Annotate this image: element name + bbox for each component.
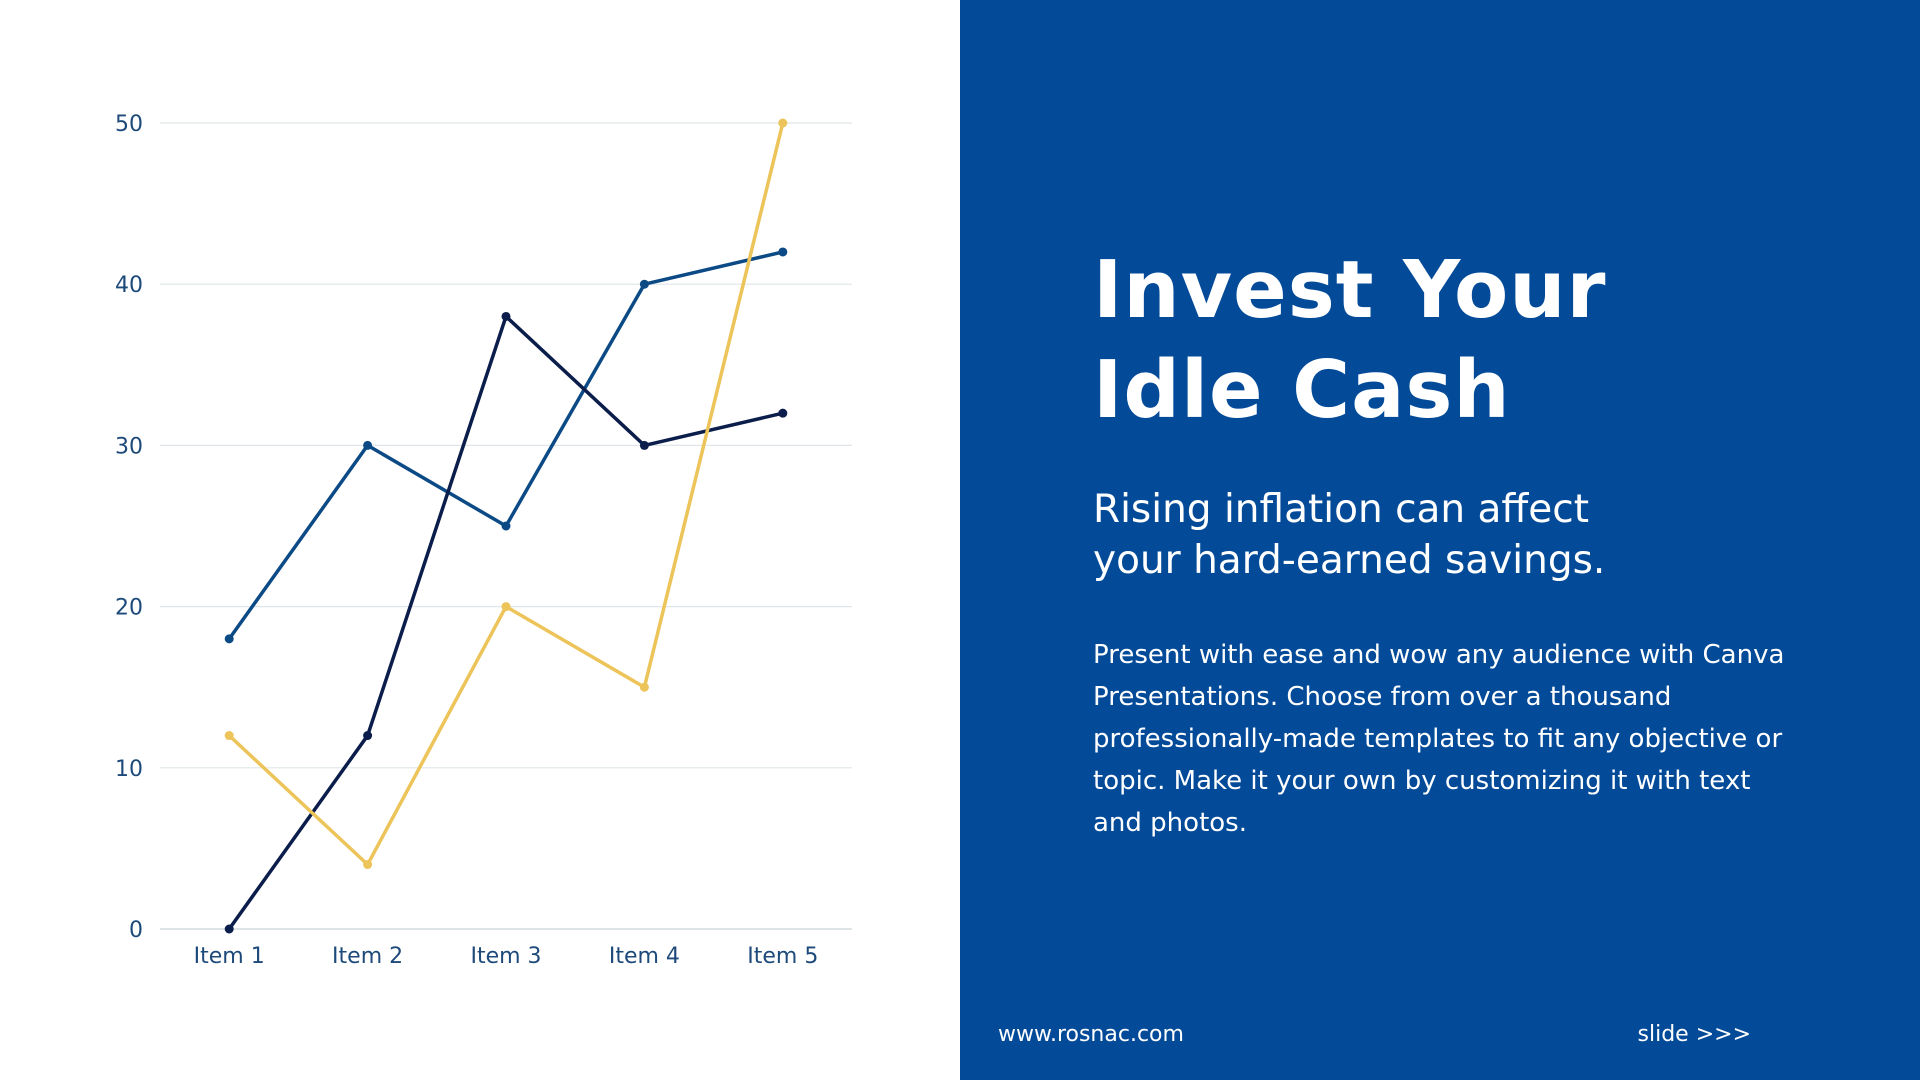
- series-1-point: [224, 634, 234, 644]
- line-chart: 0 10 20 30 40 50 Item 1 Item 2 Item 3 Item 4 Item…: [115, 112, 852, 969]
- series-points: [224, 118, 788, 934]
- series-1-point: [778, 247, 788, 257]
- subtitle-line-2: your hard-earned savings.: [1093, 538, 1606, 583]
- y-tick-label: 20: [115, 596, 143, 621]
- title-line-2: Idle Cash: [1093, 344, 1511, 436]
- x-tick-label: Item 2: [332, 944, 403, 969]
- series-2-point: [224, 924, 234, 934]
- series-3-point: [501, 602, 511, 612]
- series-2-line: [227, 314, 785, 931]
- slide-subtitle: Rising inflation can affect your hard-ea…: [1093, 484, 1793, 586]
- text-panel: Invest Your Idle Cash Rising inflation c…: [960, 0, 1920, 1080]
- series-1-point: [639, 279, 649, 289]
- series-2-point: [501, 311, 511, 321]
- x-tick-labels: Item 1 Item 2 Item 3 Item 4 Item 5: [194, 944, 819, 969]
- subtitle-line-1: Rising inflation can affect: [1093, 487, 1590, 532]
- website-url: www.rosnac.com: [998, 1022, 1184, 1047]
- series-3-point: [639, 682, 649, 692]
- series-3-line: [227, 121, 785, 867]
- y-tick-label: 50: [115, 112, 143, 137]
- x-tick-label: Item 4: [609, 944, 680, 969]
- series-1-point: [363, 440, 373, 450]
- y-tick-label: 30: [115, 434, 143, 459]
- x-tick-label: Item 1: [194, 944, 265, 969]
- slide-title: Invest Your Idle Cash: [1093, 240, 1853, 440]
- series-2-point: [639, 440, 649, 450]
- series-3-point: [224, 731, 234, 741]
- series-3-point: [363, 860, 373, 870]
- next-slide-link[interactable]: slide >>>: [1637, 1022, 1751, 1047]
- series-2-point: [778, 408, 788, 418]
- series-3-point: [778, 118, 788, 128]
- x-tick-label: Item 3: [470, 944, 541, 969]
- y-tick-labels: 0 10 20 30 40 50: [115, 112, 143, 943]
- series-2-point: [363, 731, 373, 741]
- y-tick-label: 0: [129, 918, 143, 943]
- y-tick-label: 40: [115, 273, 143, 298]
- y-tick-label: 10: [115, 757, 143, 782]
- series-1-point: [501, 521, 511, 531]
- body-paragraph: Present with ease and wow any audience w…: [1093, 640, 1785, 838]
- title-line-1: Invest Your: [1093, 244, 1607, 336]
- x-tick-label: Item 5: [747, 944, 818, 969]
